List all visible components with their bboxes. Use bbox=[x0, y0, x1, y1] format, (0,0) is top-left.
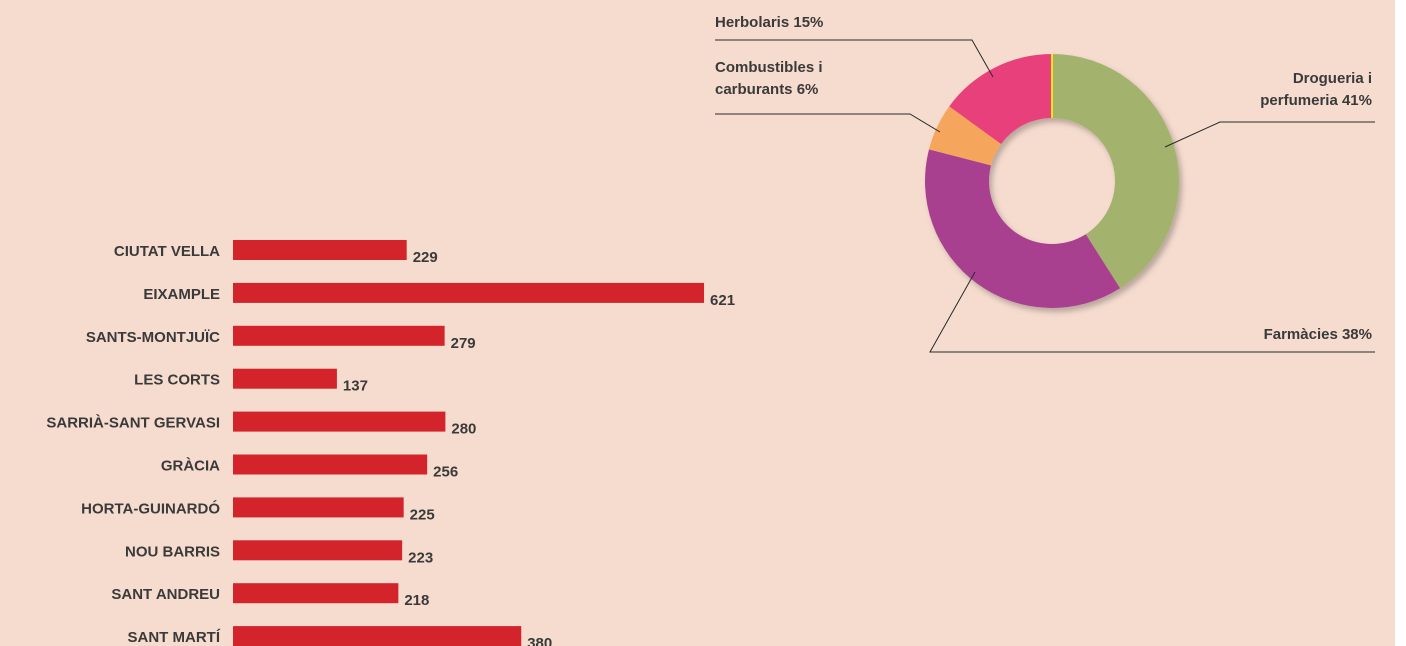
bar-value-label: 621 bbox=[710, 292, 735, 309]
bar-value-label: 229 bbox=[413, 249, 438, 266]
bar-category-label: EIXAMPLE bbox=[143, 286, 220, 303]
bar-category-label: SARRIÀ-SANT GERVASI bbox=[46, 415, 220, 432]
slice-label: Combustibles i carburants 6% bbox=[715, 57, 865, 101]
slice-label: Herbolaris 15% bbox=[715, 12, 823, 34]
bar-category-label: LES CORTS bbox=[134, 372, 220, 389]
bar-category-label: SANT ANDREU bbox=[111, 586, 220, 603]
bar-value-label: 279 bbox=[451, 335, 476, 352]
bar bbox=[233, 454, 428, 475]
bar-chart: CIUTAT VELLA 229 EIXAMPLE 621 SANTS-MONTJUÏC… bbox=[46, 240, 735, 646]
leader-line bbox=[715, 39, 994, 78]
donut-slice bbox=[949, 54, 1052, 144]
bar-category-label: SANT MARTÍ bbox=[128, 629, 221, 646]
leader-line bbox=[1164, 121, 1375, 148]
donut-slice bbox=[925, 149, 1121, 309]
slice-name: Herbolaris bbox=[715, 14, 790, 31]
bar bbox=[233, 497, 404, 518]
donut-slice bbox=[928, 106, 1002, 166]
slice-value: 6% bbox=[796, 81, 819, 98]
donut bbox=[925, 54, 1180, 309]
bar-value-label: 280 bbox=[451, 421, 476, 438]
bar-value-label: 223 bbox=[408, 549, 433, 566]
slice-name: Drogueria i perfumeria bbox=[1260, 70, 1372, 109]
bar bbox=[233, 583, 399, 604]
slice-value: 41% bbox=[1341, 92, 1372, 109]
slice-name: Combustibles i carburants bbox=[715, 59, 823, 98]
bar bbox=[233, 325, 445, 346]
bar bbox=[233, 240, 407, 260]
bar bbox=[233, 540, 403, 561]
bar-category-label: SANTS-MONTJUÏC bbox=[86, 329, 220, 346]
leader-line bbox=[715, 113, 941, 133]
bar-category-label: HORTA-GUINARDÓ bbox=[81, 499, 220, 517]
bar-category-label: NOU BARRIS bbox=[125, 543, 220, 560]
bar-value-label: 218 bbox=[404, 592, 429, 609]
slice-label: Drogueria i perfumeria 41% bbox=[1232, 68, 1372, 112]
bar bbox=[233, 282, 705, 303]
bar-value-label: 137 bbox=[343, 378, 368, 395]
donut-slice bbox=[1052, 54, 1180, 289]
bar-category-label: GRÀCIA bbox=[161, 458, 220, 475]
bar bbox=[233, 626, 522, 646]
bar-value-label: 225 bbox=[410, 506, 435, 523]
leader-lines bbox=[715, 39, 1375, 353]
slice-label: Farmàcies 38% bbox=[1072, 324, 1372, 346]
bar bbox=[233, 368, 337, 389]
slice-name: Farmàcies bbox=[1263, 326, 1338, 343]
leader-line bbox=[929, 271, 1375, 353]
bar bbox=[233, 411, 446, 432]
bar-category-label: CIUTAT VELLA bbox=[114, 243, 220, 260]
bar-value-label: 380 bbox=[527, 635, 552, 646]
slice-value: 38% bbox=[1341, 326, 1372, 343]
slice-value: 15% bbox=[793, 14, 824, 31]
bar-value-label: 256 bbox=[433, 464, 458, 481]
